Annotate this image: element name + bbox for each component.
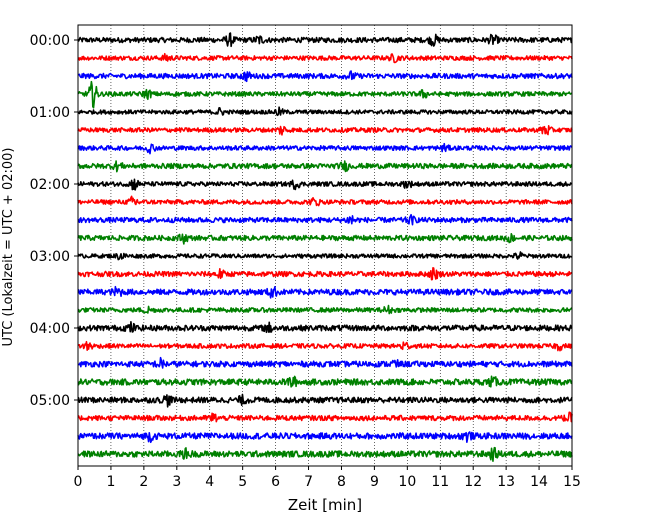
trace-0300 [77,251,573,261]
x-tick-label-10: 10 [398,474,416,490]
y-tick-label-0000: 00:00 [30,33,70,49]
trace-0530 [77,431,573,444]
trace-0230 [77,213,573,226]
trace-0430 [77,356,573,369]
x-tick-label-9: 9 [370,474,379,490]
x-tick-label-0: 0 [74,474,83,490]
trace-0045 [77,80,573,109]
trace-0000 [77,32,573,48]
x-tick-label-5: 5 [238,474,247,490]
trace-0130 [77,142,573,155]
y-tick-label-0500: 05:00 [30,393,70,409]
x-tick-label-12: 12 [464,474,482,490]
trace-0200 [77,178,573,191]
trace-0500 [77,393,573,408]
y-tick-label-0400: 04:00 [30,321,70,337]
y-axis-label: UTC (Lokalzeit = UTC + 02:00) [1,148,16,347]
x-tick-label-11: 11 [431,474,449,490]
x-tick-label-3: 3 [172,474,181,490]
trace-0515 [77,411,573,423]
trace-0415 [77,340,573,352]
trace-0100 [77,106,573,117]
plot-area-frame [77,24,573,467]
trace-0315 [77,267,573,281]
trace-0445 [77,375,573,388]
y-axis-ticks: 00:00 01:00 02:00 03:00 04:00 05:00 [30,33,78,409]
x-tick-label-6: 6 [271,474,280,490]
x-tick-label-13: 13 [497,474,515,490]
trace-0345 [77,304,573,315]
trace-0545 [77,446,573,462]
trace-0015 [77,52,573,64]
x-axis-label: Zeit [min] [288,496,362,514]
x-tick-label-4: 4 [205,474,214,490]
x-tick-label-1: 1 [106,474,115,490]
x-tick-label-2: 2 [139,474,148,490]
trace-0215 [77,195,573,207]
x-tick-label-15: 15 [563,474,581,490]
x-tick-label-7: 7 [304,474,313,490]
trace-0330 [77,285,573,299]
x-tick-label-8: 8 [337,474,346,490]
trace-0030 [77,70,573,83]
trace-0145 [77,160,573,173]
y-tick-label-0200: 02:00 [30,177,70,193]
trace-lines [77,32,573,462]
y-tick-label-0100: 01:00 [30,105,70,121]
trace-0400 [77,320,573,334]
y-tick-label-0300: 03:00 [30,249,70,265]
x-axis-ticks: 0 1 2 3 4 5 6 7 8 9 10 11 12 13 14 15 [74,466,581,490]
x-tick-label-14: 14 [530,474,548,490]
trace-0245 [77,233,573,245]
trace-0115 [77,125,573,136]
